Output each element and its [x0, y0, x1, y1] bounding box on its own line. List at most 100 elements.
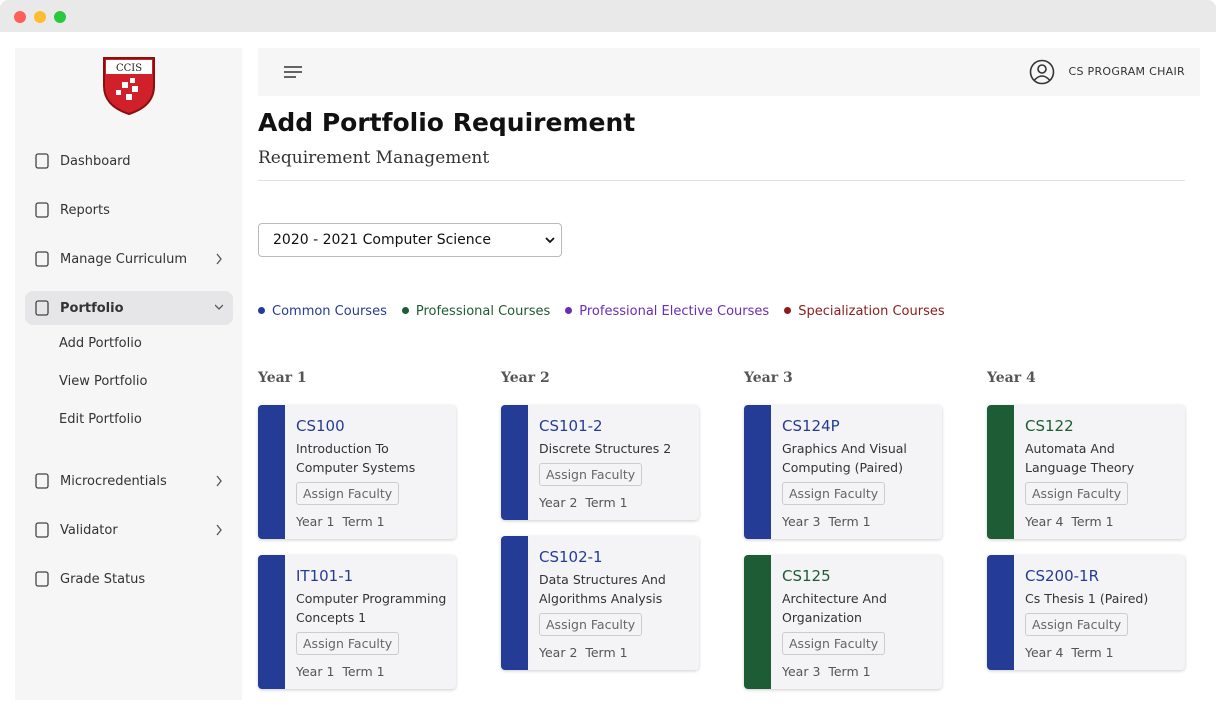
legend-dot — [565, 307, 573, 314]
legend-dot — [784, 307, 792, 314]
course-name: Graphics And Visual Computing (Paired) — [782, 441, 907, 475]
sidebar: CCIS Dashboard Reports Manage Curriculum Po… — [15, 48, 242, 700]
chevron — [216, 475, 222, 487]
course-term: Term 1 — [585, 495, 628, 510]
nav-icon — [35, 473, 49, 489]
course-card[interactable]: CS102-1 Data Structures And Algorithms An… — [501, 536, 699, 670]
course-term: Term 1 — [1071, 645, 1114, 660]
course-card[interactable]: CS122 Automata And Language Theory Assign … — [987, 405, 1185, 539]
assign-faculty-button[interactable]: Assign Faculty — [539, 613, 643, 636]
sub-nav-item[interactable]: Add Portfolio — [59, 336, 142, 351]
course-term: Term 1 — [828, 664, 871, 679]
course-card[interactable]: IT101-1 Computer Programming Concepts 1 As… — [258, 555, 456, 689]
course-year: Year 3 — [782, 664, 821, 679]
course-term: Term 1 — [342, 514, 385, 529]
sub-nav-item[interactable]: Edit Portfolio — [59, 412, 142, 427]
assign-faculty-button[interactable]: Assign Faculty — [539, 463, 643, 486]
course-code: CS101-2 — [539, 417, 603, 435]
maximize-button[interactable] — [54, 11, 66, 23]
category-stripe — [744, 405, 771, 539]
assign-faculty-button[interactable]: Assign Faculty — [296, 482, 400, 505]
nav-icon — [35, 522, 49, 538]
select-value: 2020 - 2021 Computer Science — [273, 232, 491, 248]
nav-icon — [35, 153, 49, 169]
user-role[interactable]: CS PROGRAM CHAIR — [1068, 65, 1185, 78]
close-button[interactable] — [14, 11, 26, 23]
course-term: Term 1 — [585, 645, 628, 660]
nav-item[interactable]: Grade Status — [25, 562, 233, 596]
nav-icon — [35, 202, 49, 218]
legend: Common Courses Professional Courses Profes… — [258, 304, 945, 319]
course-card[interactable]: CS200-1R Cs Thesis 1 (Paired) Assign Facul… — [987, 555, 1185, 670]
category-stripe — [501, 405, 528, 520]
year-term: Year 4 Term 1 — [1025, 514, 1177, 529]
assign-faculty-button[interactable]: Assign Faculty — [1025, 482, 1129, 505]
course-term: Term 1 — [342, 664, 385, 679]
course-code: CS102-1 — [539, 548, 603, 566]
course-term: Term 1 — [1071, 514, 1114, 529]
minimize-button[interactable] — [34, 11, 46, 23]
year-term: Year 4 Term 1 — [1025, 645, 1177, 660]
year-term: Year 3 Term 1 — [782, 664, 934, 679]
course-name: Automata And Language Theory — [1025, 441, 1135, 475]
legend-item: Common Courses — [258, 304, 387, 319]
course-name: Discrete Structures 2 — [539, 441, 672, 456]
year-label: Year 3 — [744, 370, 793, 386]
year-label: Year 2 — [501, 370, 550, 386]
course-year: Year 3 — [782, 514, 821, 529]
course-year: Year 1 — [296, 664, 335, 679]
year-columns: Year 1 CS100 Introduction To Computer Syst… — [250, 360, 1210, 700]
course-year: Year 4 — [1025, 514, 1064, 529]
assign-faculty-button[interactable]: Assign Faculty — [782, 632, 886, 655]
sub-nav-item[interactable]: View Portfolio — [59, 374, 148, 389]
window-titlebar — [0, 0, 1216, 32]
legend-item: Professional Elective Courses — [565, 304, 769, 319]
select-arrow — [545, 237, 555, 244]
legend-label: Specialization Courses — [798, 304, 945, 319]
course-name: Computer Programming Concepts 1 — [296, 591, 447, 625]
course-year: Year 4 — [1025, 645, 1064, 660]
logo-text: CCIS — [116, 63, 142, 74]
year-term: Year 2 Term 1 — [539, 645, 691, 660]
assign-faculty-button[interactable]: Assign Faculty — [782, 482, 886, 505]
legend-dot — [258, 307, 265, 314]
legend-label: Common Courses — [272, 304, 387, 319]
nav-item[interactable]: Reports — [25, 193, 233, 227]
course-card[interactable]: CS125 Architecture And Organization Assign… — [744, 555, 942, 689]
course-card[interactable]: CS124P Graphics And Visual Computing (Pai… — [744, 405, 942, 539]
course-year: Year 2 — [539, 495, 578, 510]
legend-item: Professional Courses — [401, 304, 550, 319]
nav-item[interactable]: Portfolio — [25, 291, 233, 325]
course-code: CS124P — [782, 417, 840, 435]
page-title: Add Portfolio Requirement — [258, 108, 636, 137]
nav-label: Portfolio — [60, 300, 124, 316]
nav-item[interactable]: Validator — [25, 513, 233, 547]
nav-item[interactable]: Microcredentials — [25, 464, 233, 498]
divider — [258, 180, 1185, 181]
nav-label: Manage Curriculum — [60, 251, 188, 267]
nav-item[interactable]: Dashboard — [25, 144, 233, 178]
chevron — [216, 524, 222, 536]
assign-faculty-button[interactable]: Assign Faculty — [296, 632, 400, 655]
nav-label: Dashboard — [60, 153, 131, 169]
top-bar: CS PROGRAM CHAIR — [258, 48, 1200, 96]
course-term: Term 1 — [828, 514, 871, 529]
nav-icon — [35, 571, 49, 587]
nav-label: Reports — [60, 202, 110, 218]
category-stripe — [987, 555, 1014, 670]
category-stripe — [744, 555, 771, 689]
legend-dot — [401, 307, 409, 314]
nav-label: Validator — [60, 522, 118, 538]
nav-label: Microcredentials — [60, 473, 167, 489]
year-term: Year 1 Term 1 — [296, 514, 448, 529]
nav-item[interactable]: Manage Curriculum — [25, 242, 233, 276]
assign-faculty-button[interactable]: Assign Faculty — [1025, 613, 1129, 636]
course-card[interactable]: CS100 Introduction To Computer Systems Ass… — [258, 405, 456, 539]
curriculum-select[interactable]: 2020 - 2021 Computer Science — [258, 223, 562, 257]
logo: CCIS — [103, 57, 155, 116]
course-card[interactable]: CS101-2 Discrete Structures 2 Assign Facul… — [501, 405, 699, 520]
chevron — [216, 253, 222, 265]
menu-button[interactable] — [284, 66, 302, 78]
year-label: Year 1 — [258, 370, 307, 386]
